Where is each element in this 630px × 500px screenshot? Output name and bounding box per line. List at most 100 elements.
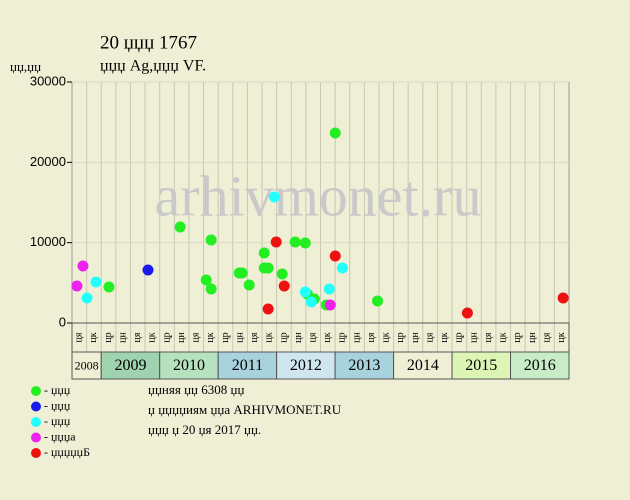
quarter-label: цр xyxy=(395,332,406,342)
quarter-label: цн xyxy=(351,332,362,343)
legend-label: - џџџа xyxy=(44,429,76,443)
note: џџняя џџ 6308 џџ xyxy=(148,382,244,397)
year-label: 2012 xyxy=(290,357,322,374)
quarter-label: цр xyxy=(337,332,348,342)
year-label: 2014 xyxy=(407,357,439,374)
point xyxy=(461,307,473,319)
quarter-label: цк xyxy=(88,332,99,342)
year-cell xyxy=(276,351,336,380)
point xyxy=(278,280,290,292)
point xyxy=(299,237,311,249)
point xyxy=(258,247,270,259)
point xyxy=(71,280,83,292)
y-tick-label: 0 xyxy=(59,314,66,329)
point xyxy=(305,296,317,308)
point xyxy=(372,295,384,307)
point xyxy=(200,274,212,286)
point xyxy=(236,267,248,279)
quarter-label: цк xyxy=(205,332,216,342)
legend-marker xyxy=(31,432,41,443)
quarter-label: цк xyxy=(264,332,275,342)
point xyxy=(81,292,93,304)
point xyxy=(276,268,288,280)
point xyxy=(205,234,217,246)
point xyxy=(329,250,341,262)
quarter-label: цк xyxy=(498,332,509,342)
quarter-label: цн xyxy=(293,332,304,343)
year-label: 2009 xyxy=(114,357,146,374)
point xyxy=(142,264,154,276)
point xyxy=(262,262,274,274)
watermark: arhivmonet.ru xyxy=(155,163,482,228)
point xyxy=(336,262,348,274)
year-label: 2008 xyxy=(75,358,99,372)
y-tick-label: 30000 xyxy=(30,73,66,88)
quarter-label: цн xyxy=(527,332,538,343)
quarter-label: ця xyxy=(307,332,318,342)
y-axis-label: џџ,џџ xyxy=(10,59,41,74)
year-label: 2016 xyxy=(524,357,556,374)
year-cell xyxy=(451,351,512,380)
quarter-label: цр xyxy=(278,332,289,342)
quarter-label: цн xyxy=(410,332,421,343)
quarter-label: ця xyxy=(249,332,260,342)
quarter-label: цн xyxy=(176,332,187,343)
year-label: 2011 xyxy=(232,357,263,374)
year-cell xyxy=(71,351,102,380)
quarter-label: цр xyxy=(161,332,172,342)
point xyxy=(270,236,282,248)
quarter-label: цр xyxy=(103,332,114,342)
chart-subtitle: џџџ Ag,џџџ VF. xyxy=(100,58,206,75)
quarter-label: ця xyxy=(132,332,143,342)
quarter-label: ця xyxy=(366,332,377,342)
quarter-label: цк xyxy=(147,332,158,342)
point xyxy=(103,281,115,293)
year-cell xyxy=(159,351,219,380)
legend-label: - џџџ xyxy=(44,398,71,412)
point xyxy=(268,191,280,203)
year-label: 2010 xyxy=(173,357,205,374)
quarter-label: цк xyxy=(322,332,333,342)
year-label: 2013 xyxy=(348,357,380,374)
point xyxy=(262,303,274,315)
legend-label: - џџџ xyxy=(44,414,71,428)
point xyxy=(323,283,335,295)
legend-marker xyxy=(31,448,41,458)
quarter-label: цн xyxy=(468,332,479,343)
point xyxy=(205,283,217,295)
legend-marker xyxy=(31,386,41,396)
point xyxy=(299,286,311,298)
quarter-label: ця xyxy=(74,332,85,342)
point xyxy=(90,276,102,288)
quarter-label: цн xyxy=(234,332,245,343)
year-cell xyxy=(510,351,570,380)
point xyxy=(324,299,336,311)
point xyxy=(77,260,89,272)
quarter-label: цр xyxy=(512,332,523,342)
point xyxy=(289,236,301,248)
y-tick-label: 10000 xyxy=(30,234,66,249)
quarter-label: цк xyxy=(556,332,567,342)
point xyxy=(329,127,341,139)
note: џ џџџџиям џџа ARHIVMONET.RU xyxy=(148,402,342,417)
point xyxy=(243,279,255,291)
year-cell xyxy=(393,351,453,380)
year-cell xyxy=(100,351,161,380)
y-tick-label: 20000 xyxy=(30,154,66,169)
quarter-label: цр xyxy=(454,332,465,342)
quarter-label: цр xyxy=(220,332,231,342)
quarter-label: цн xyxy=(117,332,128,343)
legend-label: - џџџ xyxy=(44,383,71,397)
note: џџџ џ 20 џя 2017 џџ. xyxy=(148,422,261,437)
legend-marker xyxy=(31,417,41,427)
chart-title: 20 џџџ 1767 xyxy=(100,32,197,53)
legend-marker xyxy=(31,401,41,412)
year-label: 2015 xyxy=(465,357,497,374)
point xyxy=(174,221,186,233)
point xyxy=(557,292,569,304)
quarter-label: ця xyxy=(483,332,494,342)
legend-label: - џџџџџБ xyxy=(44,445,90,459)
quarter-label: цк xyxy=(439,332,450,342)
